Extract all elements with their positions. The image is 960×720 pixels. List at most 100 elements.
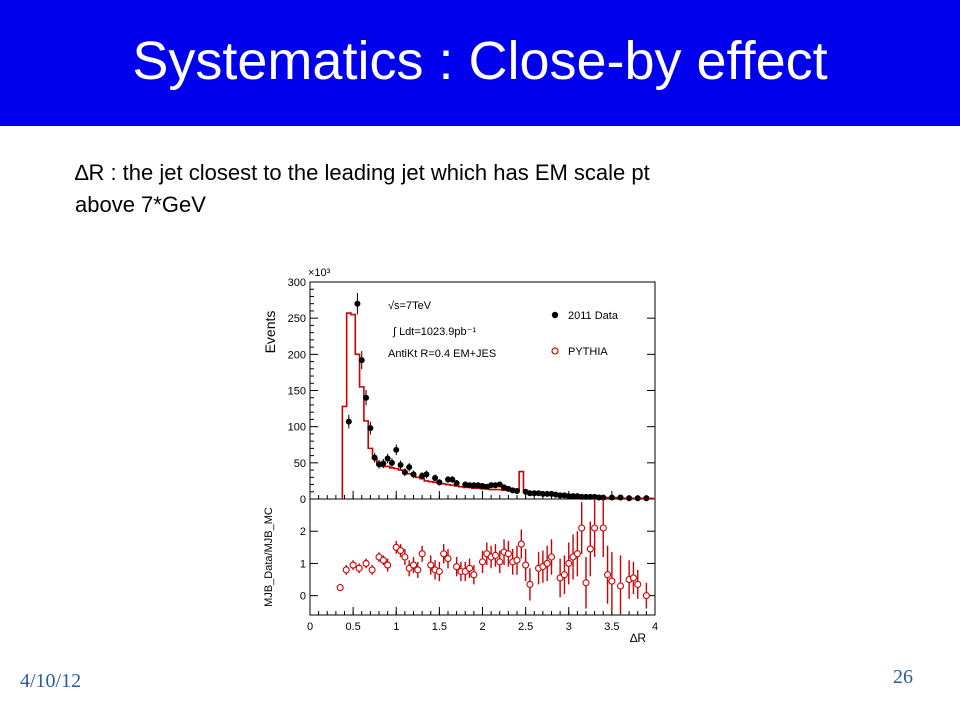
ratio-point: [582, 579, 590, 587]
data-point: [388, 459, 395, 466]
x-tick-label: 1: [393, 621, 399, 633]
ratio-point: [478, 558, 487, 566]
ratio-point: [470, 571, 478, 579]
ratio-point: [586, 545, 594, 553]
data-point: [626, 495, 633, 502]
data-point: [345, 418, 352, 425]
ratio-point: [504, 550, 512, 558]
top-y-tick-label: 250: [288, 313, 306, 325]
x-tick-label: 4: [652, 621, 658, 633]
x-tick-label: 0.5: [345, 621, 360, 633]
data-point: [436, 479, 443, 486]
ratio-point: [379, 556, 387, 564]
y-multiplier-label: ×10³: [308, 267, 331, 279]
ratio-point: [418, 550, 426, 558]
data-point: [539, 490, 546, 497]
ratio-point: [397, 547, 405, 555]
ratio-point: [513, 556, 521, 564]
ratio-point: [491, 551, 499, 559]
legend-marker-data: [551, 311, 559, 319]
ratio-point: [591, 524, 599, 532]
ratio-point: [565, 559, 573, 567]
data-point: [488, 482, 495, 489]
ratio-point: [517, 540, 525, 548]
ratio-point: [409, 561, 418, 569]
ratio-point: [362, 559, 370, 567]
data-point: [406, 464, 413, 471]
data-point: [367, 425, 374, 432]
bottom-y-tick-label: 2: [300, 526, 306, 538]
data-point: [587, 493, 594, 500]
ratio-point: [629, 574, 637, 582]
ratio-point: [642, 592, 650, 600]
annotation-algorithm: AntiKt R=0.4 EM+JES: [388, 348, 496, 360]
x-tick-label: 3: [566, 621, 572, 633]
ratio-point: [522, 561, 530, 569]
top-y-tick-label: 150: [288, 386, 306, 398]
data-point: [570, 493, 577, 500]
annotation-luminosity: ∫ Ldt=1023.9pb⁻¹: [392, 326, 476, 338]
ratio-point: [368, 566, 376, 574]
top-y-tick-label: 300: [288, 277, 306, 289]
ratio-point: [401, 553, 409, 561]
data-point: [643, 495, 650, 502]
data-point: [393, 446, 400, 453]
ratio-point: [384, 561, 392, 569]
pythia-step-line: [341, 312, 654, 500]
data-point: [432, 475, 439, 482]
ratio-point: [435, 567, 443, 576]
data-point: [358, 357, 365, 364]
ratio-point: [634, 580, 642, 588]
data-point: [496, 481, 503, 488]
data-point: [384, 455, 391, 462]
ratio-point: [453, 563, 461, 571]
bottom-y-ticks: 0 1 2: [300, 526, 655, 603]
data-point: [600, 494, 607, 501]
ratio-point: [444, 555, 452, 563]
data-point: [531, 490, 538, 497]
ratio-point: [349, 561, 357, 569]
ratio-point: [427, 561, 435, 569]
bottom-y-axis-label: MJB_Data/MJB_MC: [263, 507, 275, 607]
x-tick-label: 3.5: [604, 621, 619, 633]
slide-title: Systematics : Close-by effect: [132, 31, 828, 91]
footer-page-number: 26: [893, 666, 913, 688]
top-y-tick-label: 200: [288, 349, 306, 361]
x-axis-label: ∆R: [630, 631, 646, 645]
pythia-histogram: [341, 312, 654, 500]
ratio-point: [547, 553, 556, 561]
data-point: [371, 454, 378, 461]
title-bar: Systematics : Close-by effect: [0, 0, 960, 126]
subtitle-line-1: ∆R : the jet closest to the leading jet …: [75, 160, 650, 185]
legend: 2011 Data PYTHIA: [551, 310, 619, 358]
x-tick-label: 0: [307, 621, 313, 633]
legend-label-data: 2011 Data: [568, 310, 619, 322]
data-point: [397, 462, 404, 469]
data-point: [565, 493, 572, 500]
subtitle-line-2: above 7*GeV: [75, 192, 206, 217]
data-point: [466, 482, 473, 489]
data-point: [410, 471, 417, 478]
ratio-point: [560, 571, 568, 579]
data-point: [544, 490, 551, 497]
data-point: [608, 494, 615, 501]
annotation-sqrt-s: √s=7TeV: [388, 300, 432, 312]
ratio-point: [599, 524, 607, 532]
ratio-point: [573, 550, 581, 558]
bottom-y-tick-label: 0: [300, 591, 306, 603]
ratio-point: [578, 524, 586, 532]
ratio-point: [440, 550, 448, 558]
data-point: [470, 482, 477, 489]
ratio-point: [336, 584, 344, 592]
x-ticks: 0 0.5 1 1.5 2 2.5 3 3.5 4: [307, 491, 658, 633]
ratio-point: [414, 566, 422, 574]
data-point: [423, 471, 430, 478]
x-tick-label: 2.5: [518, 621, 533, 633]
ratio-point: [526, 580, 534, 588]
legend-marker-mc: [551, 347, 559, 355]
data-point: [595, 494, 602, 501]
data-point: [380, 460, 387, 467]
ratio-point: [616, 582, 625, 590]
ratio-point: [466, 564, 474, 572]
data-point: [401, 469, 408, 476]
